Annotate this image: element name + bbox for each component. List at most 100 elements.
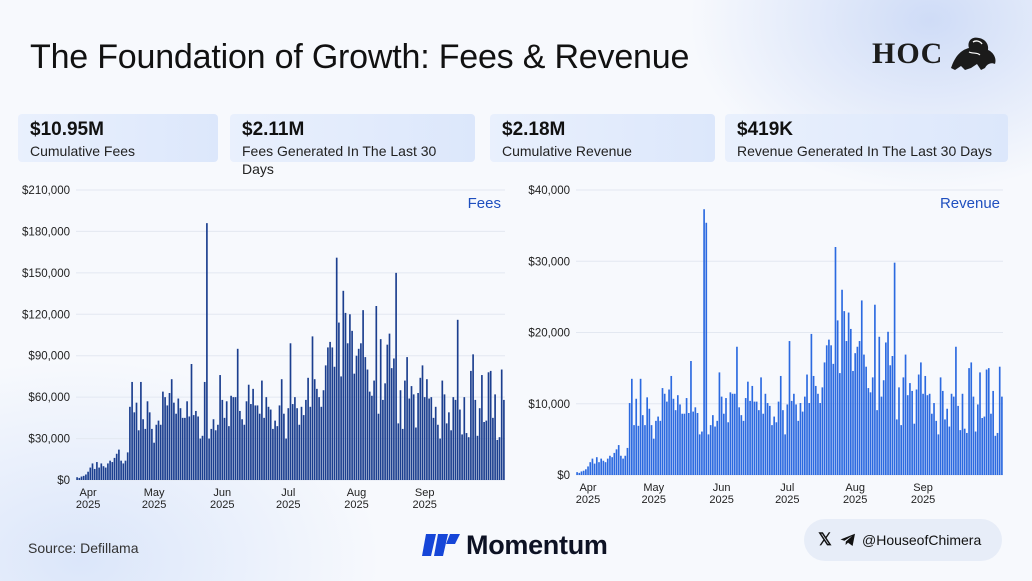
bar (406, 357, 408, 480)
bar (911, 390, 913, 475)
bar (646, 397, 648, 475)
bar (687, 413, 690, 475)
bar (184, 417, 186, 480)
bar (867, 388, 870, 475)
social-handle[interactable]: @HouseofChimera (862, 532, 982, 548)
telegram-icon[interactable] (840, 533, 856, 547)
social-pill[interactable]: 𝕏 @HouseofChimera (804, 519, 1002, 561)
bar (639, 378, 642, 475)
x-tick-year: 2025 (76, 499, 100, 511)
bar (87, 471, 89, 480)
bar (948, 426, 951, 475)
bar (203, 381, 206, 480)
bar (313, 379, 316, 480)
bar (950, 393, 953, 475)
bar (701, 431, 703, 475)
bar (644, 425, 646, 475)
bar (272, 428, 274, 480)
bar (598, 462, 600, 475)
bar (882, 380, 885, 475)
bar (749, 400, 751, 475)
bar (126, 452, 129, 480)
bar (177, 398, 180, 480)
bar (263, 417, 265, 480)
bar (448, 412, 450, 480)
source-caption: Source: Defillama (28, 540, 139, 556)
brand-name: Momentum (466, 529, 608, 560)
bar (871, 377, 874, 475)
bar (217, 424, 219, 480)
bar (142, 419, 144, 480)
bar (817, 393, 819, 475)
bar (487, 372, 490, 480)
x-tick-month: Jul (780, 482, 794, 494)
bar (661, 388, 664, 475)
bar (342, 290, 345, 480)
bar (957, 405, 959, 475)
bar (230, 395, 232, 480)
x-tick-month: Jun (713, 482, 731, 494)
bar (146, 401, 149, 480)
bar (291, 404, 294, 480)
bar (289, 343, 292, 480)
bar (611, 457, 613, 475)
bar (712, 415, 714, 475)
bar (492, 417, 494, 480)
bar (657, 416, 659, 475)
bar (771, 425, 773, 475)
bar (173, 402, 175, 480)
bar (876, 410, 878, 475)
bar (445, 423, 448, 480)
bar (364, 357, 367, 480)
bar (186, 401, 188, 480)
bar (585, 469, 587, 475)
y-tick-label: $90,000 (28, 351, 70, 363)
bar (810, 333, 813, 475)
bar (963, 428, 966, 475)
bar (148, 412, 151, 480)
bar (600, 458, 603, 475)
bar (961, 393, 964, 475)
bar (274, 420, 276, 480)
bar (885, 342, 887, 475)
x-tick-year: 2025 (775, 494, 799, 506)
bar (206, 223, 208, 480)
bar (716, 420, 719, 475)
bar (762, 413, 765, 475)
bar (346, 343, 349, 480)
hoc-logo: HOC (872, 32, 1007, 76)
x-icon[interactable]: 𝕏 (818, 530, 832, 549)
x-tick-year: 2025 (641, 494, 665, 506)
bar (714, 426, 716, 475)
bar (990, 413, 992, 475)
bar (357, 348, 360, 480)
bar (604, 462, 607, 475)
bar (698, 434, 701, 475)
bar (327, 347, 329, 480)
bar (254, 405, 257, 480)
bar (983, 416, 986, 475)
bar (481, 375, 483, 480)
bar (880, 396, 883, 475)
bar (276, 426, 279, 480)
bar (153, 442, 155, 480)
bar (845, 341, 848, 475)
bar (718, 372, 721, 475)
bar (283, 413, 285, 480)
bar (210, 428, 213, 480)
bar (344, 312, 347, 480)
bar (587, 466, 589, 475)
bar (806, 374, 808, 475)
bar (375, 306, 378, 480)
bar (617, 445, 620, 475)
x-tick-month: Aug (347, 487, 367, 499)
bar (452, 397, 455, 480)
bar (937, 434, 940, 475)
bar (694, 407, 697, 475)
bar (635, 398, 638, 475)
bar (797, 420, 800, 475)
bar (944, 419, 946, 475)
bar (371, 395, 373, 480)
bar (633, 425, 635, 475)
bar (483, 422, 485, 480)
